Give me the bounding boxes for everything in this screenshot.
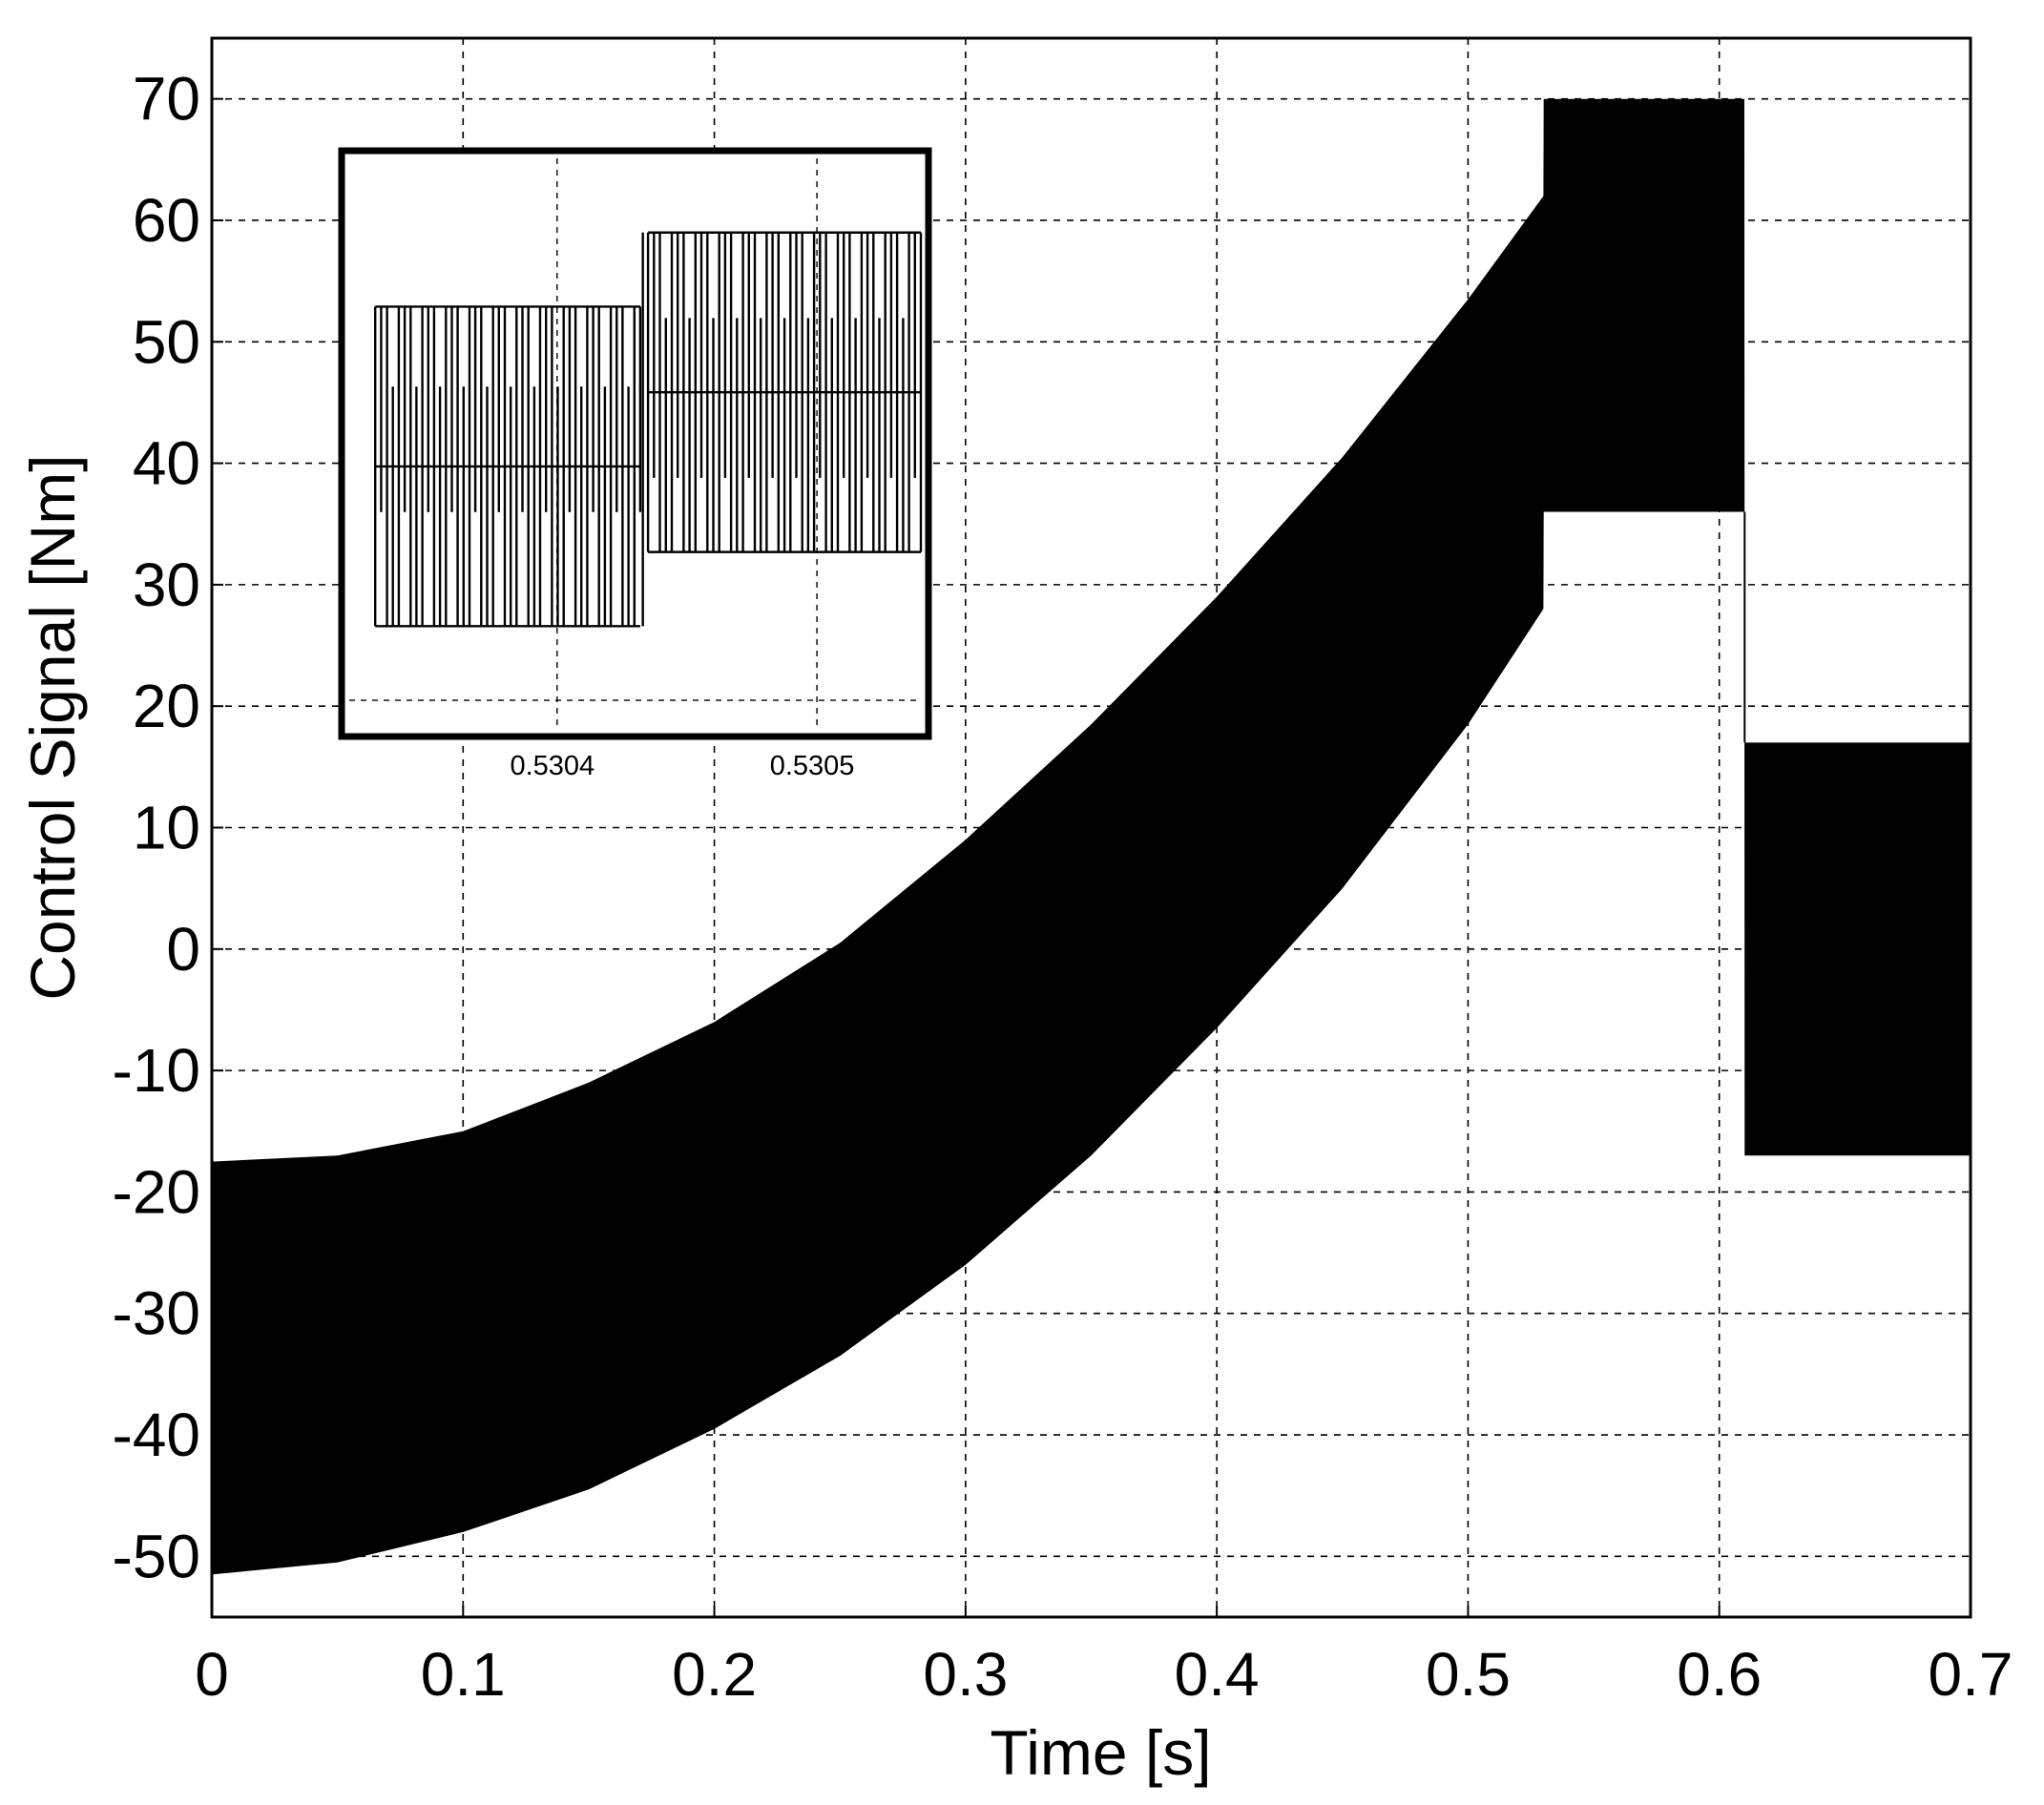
x-tick-labels: 0 0.1 0.2 0.3 0.4 0.5 0.6 0.7 [195,1606,2013,1709]
y-tick-label: -20 [113,1157,201,1226]
y-tick-label: 60 [133,186,200,255]
inset-x-tick-label: 0.5304 [510,751,594,781]
x-tick-label: 0 [195,1640,229,1709]
inset-signal-segment [374,305,642,628]
y-tick-label: 50 [133,307,200,376]
y-tick-label: -50 [113,1522,201,1590]
y-tick-label: 20 [133,672,200,740]
x-tick-label: 0.2 [672,1640,757,1709]
y-tick-label: 10 [133,794,200,862]
x-tick-label: 0.7 [1929,1640,2013,1709]
signal-envelope [212,98,1971,1575]
x-axis-label: Time [s] [990,1717,1211,1788]
x-tick-label: 0.4 [1175,1640,1260,1709]
y-tick-label: -10 [113,1036,201,1105]
y-tick-labels: -50 -40 -30 -20 -10 0 10 20 30 40 50 60 70 [113,65,223,1590]
x-tick-label: 0.1 [421,1640,506,1709]
x-tick-label: 0.3 [923,1640,1008,1709]
y-axis-label: Control Signal [Nm] [17,454,88,1000]
x-tick-label: 0.6 [1677,1640,1762,1709]
y-tick-label: 70 [133,65,200,134]
y-tick-label: 40 [133,429,200,498]
x-tick-label: 0.5 [1426,1640,1511,1709]
inset-frame [338,147,932,740]
signal-band [212,98,1971,1575]
zoom-inset: 0.5304 0.5305 [338,147,932,781]
inset-signal-segment [646,231,923,553]
y-tick-label: 0 [166,915,200,984]
y-tick-label: -40 [113,1400,201,1469]
y-tick-label: -30 [113,1279,201,1348]
y-tick-label: 30 [133,550,200,619]
inset-x-tick-label: 0.5305 [770,751,855,781]
